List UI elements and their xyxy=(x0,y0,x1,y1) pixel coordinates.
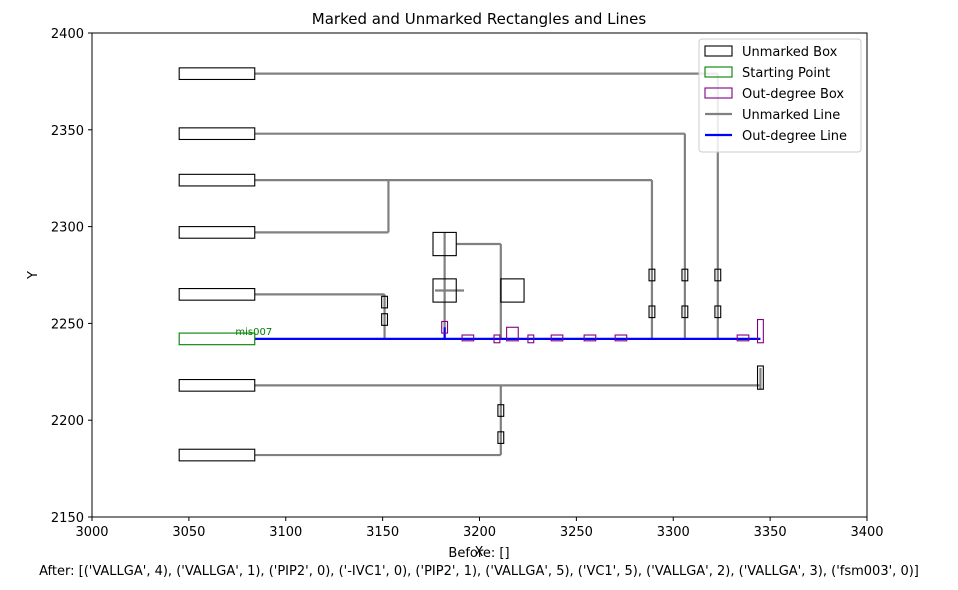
outdegree-box xyxy=(441,320,449,334)
outdegree-box xyxy=(583,334,597,342)
unmarked-box xyxy=(681,268,689,282)
unmarked-box xyxy=(381,295,389,309)
unmarked-box xyxy=(681,305,689,319)
unmarked-box xyxy=(178,173,256,187)
unmarked-box xyxy=(648,305,656,319)
x-tick-label: 3150 xyxy=(366,525,399,540)
x-tick-label: 3350 xyxy=(754,525,787,540)
outdegree-box xyxy=(550,334,564,342)
x-axis-label: X xyxy=(475,545,484,560)
legend-label: Unmarked Line xyxy=(742,108,840,123)
legend: Unmarked Box Starting Point Out-degree Box… xyxy=(698,38,862,153)
annotation-label: mis007 xyxy=(235,327,272,338)
unmarked-box xyxy=(497,404,505,417)
unmarked-box xyxy=(178,127,256,141)
legend-frame xyxy=(698,38,862,153)
legend-label: Out-degree Box xyxy=(742,87,844,102)
unmarked-box xyxy=(178,226,256,239)
boxes-layer xyxy=(178,67,764,462)
unmarked-box xyxy=(714,305,722,319)
x-tick-label: 3250 xyxy=(560,525,593,540)
y-tick-label: 2400 xyxy=(51,27,84,42)
unmarked-box xyxy=(178,288,256,301)
y-tick-label: 2150 xyxy=(51,511,84,526)
outdegree-box xyxy=(493,334,501,344)
unmarked-box xyxy=(648,268,656,282)
unmarked-box xyxy=(714,268,722,282)
y-axis-label: Y xyxy=(26,271,41,280)
legend-swatch-box xyxy=(704,66,733,78)
legend-swatch-box xyxy=(704,45,733,57)
outdegree-box xyxy=(614,334,628,342)
unmarked-box xyxy=(432,278,457,303)
lines-layer xyxy=(254,72,762,457)
x-tick-label: 3000 xyxy=(75,525,108,540)
outdegree-box xyxy=(756,318,764,344)
legend-label: Starting Point xyxy=(742,66,830,81)
y-tick-label: 2250 xyxy=(51,317,84,332)
caption-after: After: [('VALLGA', 4), ('VALLGA', 1), ('… xyxy=(39,564,919,579)
unmarked-box xyxy=(500,278,525,303)
y-tick-label: 2350 xyxy=(51,124,84,139)
start-box xyxy=(178,332,256,346)
outdegree-box xyxy=(506,326,519,342)
x-tick-label: 3300 xyxy=(657,525,690,540)
unmarked-box xyxy=(497,431,505,444)
x-tick-label: 3400 xyxy=(850,525,883,540)
unmarked-box xyxy=(381,313,389,326)
y-tick-label: 2300 xyxy=(51,221,84,236)
outdegree-box xyxy=(461,334,475,342)
chart-title: Marked and Unmarked Rectangles and Lines xyxy=(312,10,647,28)
legend-swatch-box xyxy=(704,87,733,99)
unmarked-box xyxy=(178,448,256,462)
y-tick-label: 2200 xyxy=(51,414,84,429)
unmarked-box xyxy=(432,231,457,257)
x-tick-label: 3200 xyxy=(463,525,496,540)
axes-layer: 3000 3050 3100 3150 3200 3250 3300 3350 3400 2150… xyxy=(51,27,884,540)
x-tick-label: 3100 xyxy=(269,525,302,540)
legend-label: Unmarked Box xyxy=(742,45,838,60)
unmarked-box xyxy=(178,67,256,81)
outdegree-box xyxy=(527,334,535,344)
annotations-layer: mis007 xyxy=(235,327,272,338)
unmarked-box xyxy=(756,365,764,390)
x-tick-label: 3050 xyxy=(172,525,205,540)
outdegree-box xyxy=(736,334,750,342)
legend-label: Out-degree Line xyxy=(742,129,847,144)
caption-before: Before: [] xyxy=(448,546,510,561)
unmarked-box xyxy=(178,378,256,392)
